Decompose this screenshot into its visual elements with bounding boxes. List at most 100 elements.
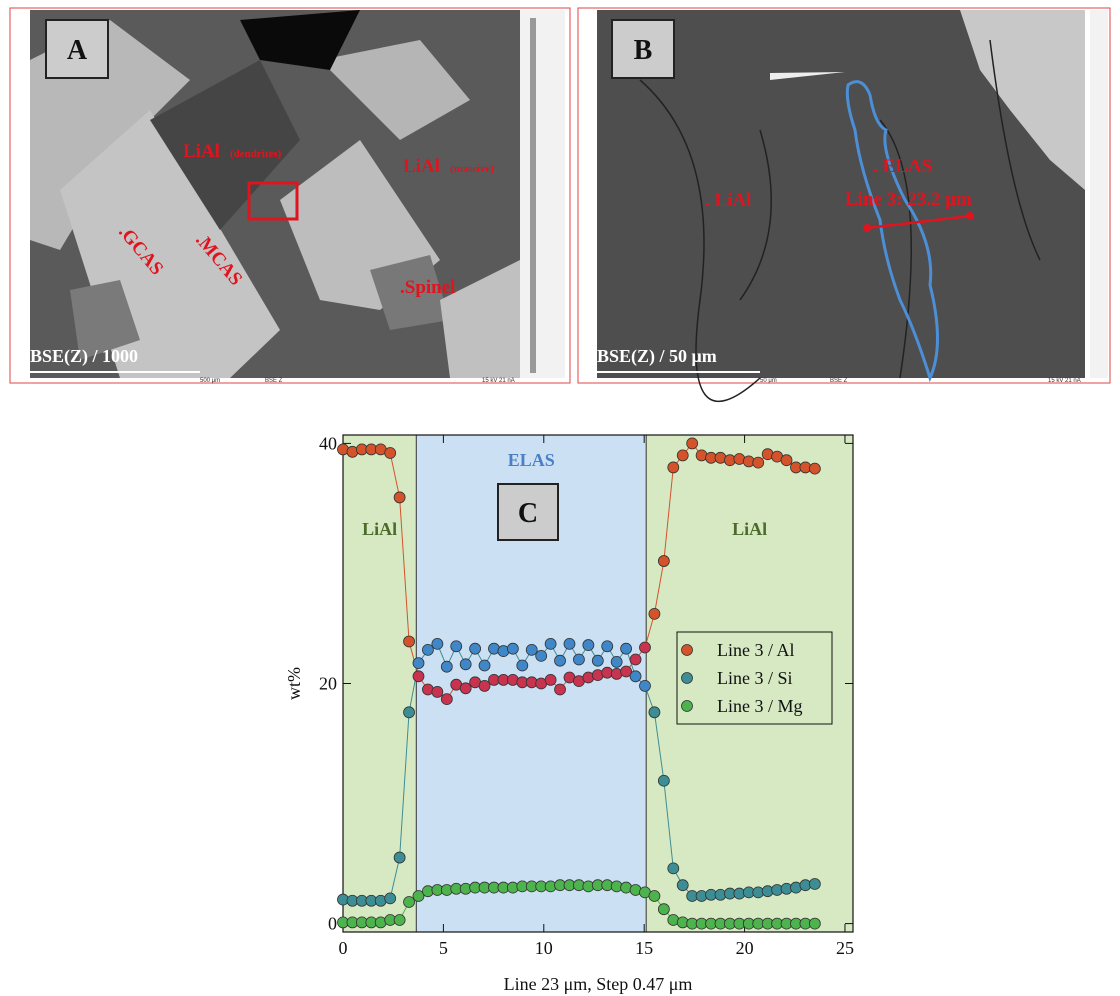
data-point: [394, 914, 405, 925]
data-point: [602, 641, 613, 652]
figure: A LiAl (dendrites) LiAl (massive) .GCAS …: [0, 0, 1120, 996]
annotation: .Spinel: [400, 277, 455, 298]
region-label: ELAS: [508, 450, 555, 470]
data-point: [555, 655, 566, 666]
annotation: LiAl: [403, 156, 440, 177]
colorbar-area: [520, 10, 565, 378]
data-point: [404, 707, 415, 718]
data-point: [507, 643, 518, 654]
legend-marker: [682, 701, 693, 712]
panel-a: A LiAl (dendrites) LiAl (massive) .GCAS …: [10, 8, 570, 384]
data-point: [441, 694, 452, 705]
region-label: LiAl: [732, 519, 767, 539]
data-point: [630, 654, 641, 665]
scale-label: BSE(Z) / 1000: [30, 346, 138, 367]
data-point: [385, 893, 396, 904]
data-point: [479, 660, 490, 671]
data-point: [394, 492, 405, 503]
data-point: [526, 644, 537, 655]
data-point: [432, 638, 443, 649]
colorbar: [530, 18, 536, 373]
legend-marker: [682, 645, 693, 656]
colorbar-area: [1090, 10, 1108, 378]
footer-text: BSE Z: [830, 378, 848, 384]
x-tick-label: 20: [736, 938, 754, 958]
data-point: [451, 641, 462, 652]
legend-label: Line 3 / Mg: [717, 696, 803, 716]
data-point: [611, 656, 622, 667]
data-point: [677, 880, 688, 891]
y-axis-label: wt%: [284, 667, 304, 700]
data-point: [809, 918, 820, 929]
data-point: [555, 684, 566, 695]
data-point: [621, 643, 632, 654]
data-point: [809, 463, 820, 474]
data-point: [460, 683, 471, 694]
data-point: [404, 896, 415, 907]
data-point: [460, 659, 471, 670]
panel-label: B: [634, 35, 653, 66]
annotation: . ELAS: [873, 156, 932, 177]
region-label: LiAl: [362, 519, 397, 539]
data-point: [649, 890, 660, 901]
data-point: [592, 655, 603, 666]
data-point: [649, 707, 660, 718]
data-point: [809, 878, 820, 889]
x-tick-label: 15: [635, 938, 653, 958]
y-tick-label: 40: [319, 433, 337, 453]
data-point: [385, 448, 396, 459]
annotation: Line 3: 23.2 μm: [845, 189, 972, 210]
data-point: [479, 680, 490, 691]
footer-text: 15 kV 21 nA: [1048, 378, 1081, 384]
panel-b: B . LiAl . ELAS Line 3: 23.2 μm BSE(Z) /…: [578, 8, 1110, 401]
y-tick-label: 0: [328, 914, 337, 934]
data-point: [470, 643, 481, 654]
data-point: [639, 680, 650, 691]
data-point: [649, 608, 660, 619]
data-point: [545, 638, 556, 649]
panel-label: C: [518, 498, 538, 529]
data-point: [668, 462, 679, 473]
footer-text: 50 μm: [760, 378, 777, 384]
data-point: [753, 457, 764, 468]
annotation: LiAl: [183, 141, 220, 162]
data-point: [545, 674, 556, 685]
annotation: (dendrites): [230, 148, 282, 160]
annotation: (massive): [450, 163, 494, 175]
x-tick-label: 0: [339, 938, 348, 958]
footer-text: 15 kV 21 nA: [482, 378, 515, 384]
line-end: [863, 224, 871, 232]
data-point: [781, 455, 792, 466]
legend-label: Line 3 / Al: [717, 640, 795, 660]
data-point: [630, 671, 641, 682]
data-point: [677, 450, 688, 461]
x-tick-label: 10: [535, 938, 553, 958]
data-point: [687, 438, 698, 449]
x-tick-label: 5: [439, 938, 448, 958]
data-point: [564, 638, 575, 649]
x-tick-label: 25: [836, 938, 854, 958]
legend-label: Line 3 / Si: [717, 668, 793, 688]
footer-text: 500 μm: [200, 378, 220, 384]
data-point: [432, 686, 443, 697]
line-end: [966, 212, 974, 220]
x-axis-label: Line 23 μm, Step 0.47 μm: [504, 974, 693, 994]
data-point: [394, 852, 405, 863]
data-point: [517, 660, 528, 671]
data-point: [668, 863, 679, 874]
data-point: [404, 636, 415, 647]
data-point: [658, 556, 669, 567]
data-point: [441, 661, 452, 672]
data-point: [658, 904, 669, 915]
data-point: [583, 640, 594, 651]
panel-label: A: [67, 35, 88, 66]
data-point: [413, 671, 424, 682]
data-point: [658, 775, 669, 786]
legend-marker: [682, 673, 693, 684]
data-point: [573, 654, 584, 665]
data-point: [422, 644, 433, 655]
data-point: [413, 658, 424, 669]
annotation: . LiAl: [705, 190, 751, 211]
y-tick-label: 20: [319, 674, 337, 694]
chart: LiAl ELAS LiAl C 0 5 10 15 20 25 0 20 40 Line 23 μm, …: [284, 433, 854, 994]
